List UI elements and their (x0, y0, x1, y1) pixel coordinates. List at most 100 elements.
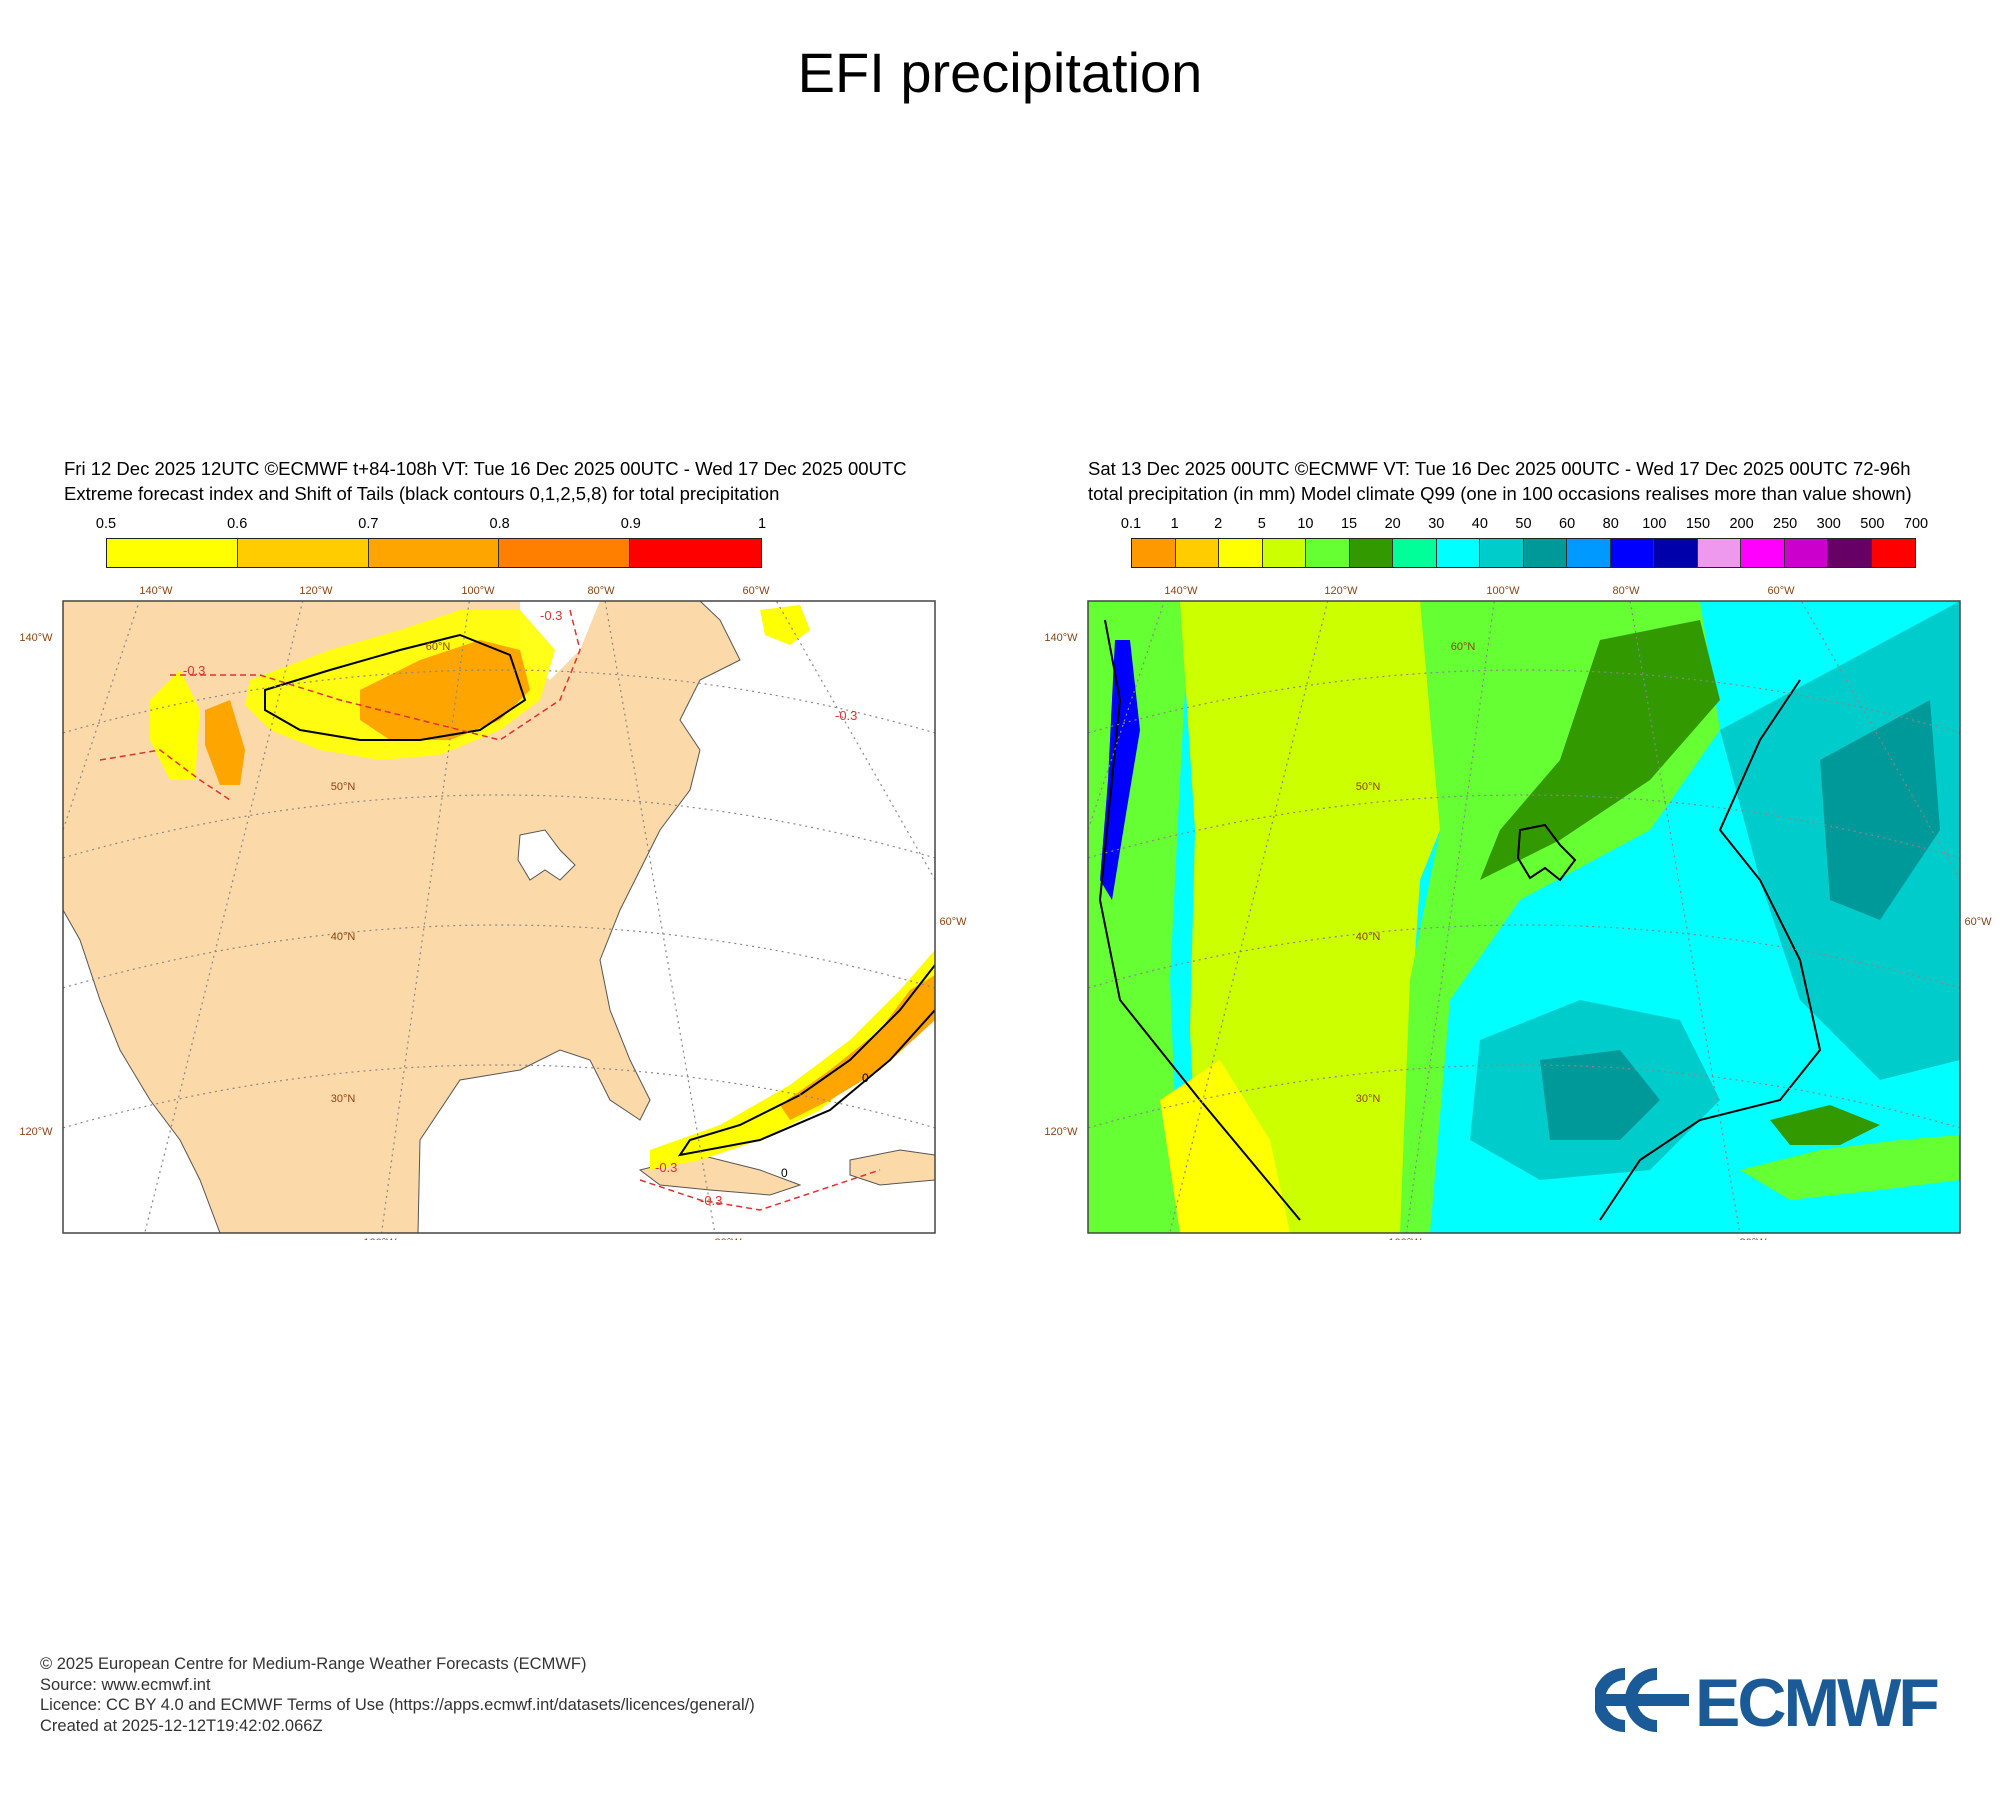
negative-contour-label: -0.3 (540, 608, 562, 623)
longitude-line (380, 601, 470, 1233)
right-colorbar-tick: 80 (1602, 516, 1619, 532)
lon-label-top: 100°W (461, 585, 495, 597)
edge-label-right: 60°W (939, 916, 967, 928)
right-header-line1: Sat 13 Dec 2025 00UTC ©ECMWF VT: Tue 16 … (1088, 458, 1911, 479)
left-colorbar: 0.5 0.6 0.7 0.8 0.9 1 (96, 516, 766, 570)
right-colorbar-tick: 150 (1685, 516, 1711, 532)
right-colorbar-swatch (1697, 539, 1741, 567)
right-colorbar-swatches (1131, 538, 1916, 568)
right-field-darkgreen-east (1480, 620, 1720, 880)
right-colorbar-tick: 1 (1170, 516, 1179, 532)
right-colorbar-swatch (1306, 539, 1350, 567)
latitude-line (63, 794, 935, 859)
right-header-line2: total precipitation (in mm) Model climat… (1088, 483, 1912, 504)
left-sot-contour-canada (264, 633, 527, 741)
lon-label-bottom: 100°W (363, 1237, 397, 1240)
right-colorbar-tick: 10 (1297, 516, 1314, 532)
lon-label-top: 60°W (742, 585, 770, 597)
left-efi-orange-canada (360, 640, 530, 740)
edge-label-left: 140°W (1044, 632, 1078, 644)
left-contour-labels: -0.3 -0.3 -0.3 -0.3 -0.3 0 0 (183, 608, 869, 1208)
lon-label-top: 120°W (299, 585, 333, 597)
left-efi-map: -0.3 -0.3 -0.3 -0.3 -0.3 0 0 140°W 120°W 100°W 80… (19, 585, 967, 1240)
right-colorbar-swatch (1828, 539, 1872, 567)
left-graticule (63, 601, 935, 1233)
left-colorbar-swatch (107, 539, 238, 567)
negative-contour-label: -0.3 (183, 663, 205, 678)
longitude-line (144, 601, 304, 1233)
left-land-antilles (849, 1149, 935, 1186)
lat-label: 40°N (331, 931, 356, 943)
negative-contour-label: -0.3 (835, 708, 857, 723)
right-colorbar-swatch (1654, 539, 1698, 567)
right-colorbar-swatch (1567, 539, 1611, 567)
latitude-line (1088, 1064, 1960, 1129)
footer-source: Source: www.ecmwf.int (40, 1675, 211, 1694)
right-colorbar-swatch (1610, 539, 1654, 567)
right-colorbar-swatch (1393, 539, 1437, 567)
ecmwf-logo-mark-icon (1595, 1668, 1689, 1732)
left-map-labels: 140°W 120°W 100°W 80°W 60°W 100°W 80°W 60°N 50°N… (19, 585, 967, 1240)
right-colorbar-swatch (1741, 539, 1785, 567)
lon-label-bottom: 100°W (1388, 1237, 1422, 1240)
right-colorbar-swatch (1219, 539, 1263, 567)
right-colorbar-tick: 2 (1214, 516, 1223, 532)
lat-label: 30°N (331, 1093, 356, 1105)
lon-label-top: 80°W (587, 585, 615, 597)
lat-label: 50°N (1356, 781, 1381, 793)
edge-label-left: 120°W (19, 1126, 53, 1138)
left-colorbar-swatch (237, 539, 369, 567)
edge-label-left: 120°W (1044, 1126, 1078, 1138)
right-q99-map: 140°W 120°W 100°W 80°W 60°W 100°W 80°W 60°N 50°N… (1044, 585, 1992, 1240)
lat-label: 40°N (1356, 931, 1381, 943)
left-neg-contour-2 (99, 749, 231, 801)
right-colorbar-swatch (1262, 539, 1306, 567)
left-lakes (517, 829, 576, 881)
right-colorbar-tick: 700 (1903, 516, 1929, 532)
right-colorbar-swatch (1523, 539, 1567, 567)
right-colorbar-swatch (1175, 539, 1219, 567)
footer-credits: © 2025 European Centre for Medium-Range … (40, 1654, 755, 1736)
latitude-line (1088, 669, 1960, 734)
right-colorbar: 0.1 1 2 5 10 15 20 30 40 50 60 80 100 150 200 250 300 500… (1121, 516, 1928, 570)
longitude-line (775, 601, 935, 881)
longitude-line (1088, 601, 1165, 832)
longitude-line (1169, 601, 1329, 1233)
right-colorbar-swatch (1132, 539, 1176, 567)
right-colorbar-tick: 250 (1773, 516, 1798, 532)
right-colorbar-tick: 500 (1860, 516, 1885, 532)
left-header-line2: Extreme forecast index and Shift of Tail… (64, 483, 780, 504)
ecmwf-logo: ECMWF (1595, 1665, 1941, 1740)
right-colorbar-tick: 40 (1471, 516, 1488, 532)
left-colorbar-swatch (368, 539, 500, 567)
lat-label: 30°N (1356, 1093, 1381, 1105)
left-sot-contour-atlantic (677, 964, 935, 1157)
left-map-frame (62, 600, 936, 1234)
right-field-land-yellowgreen (1180, 601, 1500, 1233)
right-colorbar-swatch (1436, 539, 1480, 567)
longitude-line (1629, 601, 1741, 1233)
sot-contour-label: 0 (781, 1166, 788, 1180)
left-colorbar-tick: 0.5 (95, 516, 117, 532)
left-colorbar-tick: 0.6 (227, 516, 248, 532)
right-colorbar-tick: 50 (1515, 516, 1532, 532)
left-colorbar-swatch (630, 539, 761, 567)
lat-label: 50°N (331, 781, 356, 793)
ecmwf-logo-text: ECMWF (1695, 1665, 1938, 1740)
lon-label-top: 80°W (1612, 585, 1640, 597)
left-colorbar-tick: 1 (757, 516, 767, 532)
right-colorbar-tick: 5 (1257, 516, 1266, 532)
longitude-line (1405, 601, 1495, 1233)
right-colorbar-tick: 15 (1340, 516, 1358, 532)
longitude-line (604, 601, 716, 1233)
longitude-line (63, 601, 140, 832)
lon-label-top: 140°W (139, 585, 173, 597)
edge-label-right: 60°W (1964, 916, 1992, 928)
right-colorbar-tick: 100 (1642, 516, 1667, 532)
right-colorbar-tick: 0.1 (1120, 516, 1142, 532)
right-coastline (1098, 619, 1822, 1221)
left-land-caribbean (638, 1154, 802, 1196)
lon-label-top: 60°W (1767, 585, 1795, 597)
right-field-gulf-darkteal (1540, 1050, 1660, 1140)
negative-contour-label: -0.3 (655, 1160, 677, 1175)
